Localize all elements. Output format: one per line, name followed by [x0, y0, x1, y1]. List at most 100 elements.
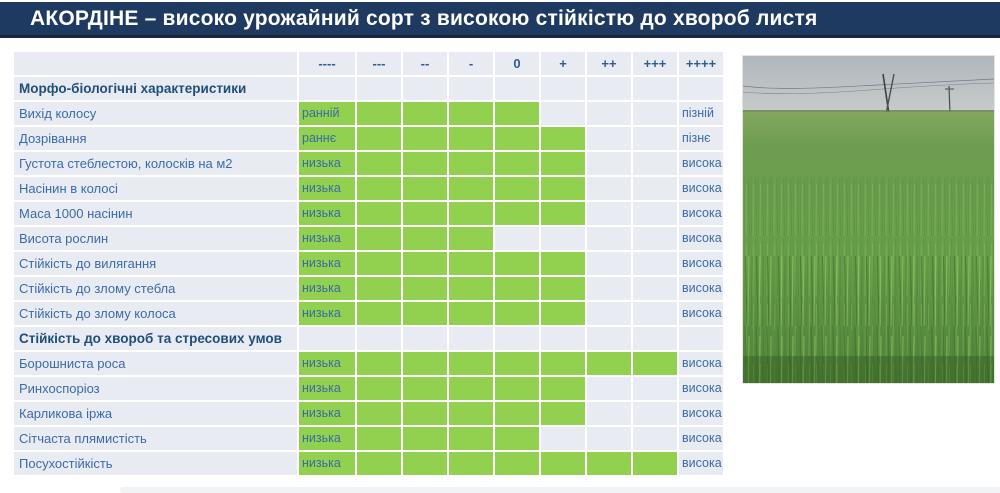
rating-cell [633, 102, 677, 125]
slide-title-bar: АКОРДІНЕ – високо урожайний сорт з висок… [0, 2, 1000, 38]
rating-cell [449, 452, 493, 475]
rating-cell [403, 302, 447, 325]
green-field-photo [742, 55, 995, 384]
rating-cell [495, 377, 539, 400]
section-empty-cell [449, 77, 493, 100]
section-empty-cell [495, 77, 539, 100]
scale-header-cell: + [541, 52, 585, 75]
min-label-cell: низька [299, 352, 355, 375]
section-empty-cell [299, 327, 355, 350]
rating-cell [587, 177, 631, 200]
row-label: Карликова іржа [14, 402, 297, 425]
section-empty-cell [495, 327, 539, 350]
rating-cell [633, 202, 677, 225]
max-label-cell: пізній [679, 102, 723, 125]
max-label-cell: висока [679, 402, 723, 425]
section-empty-cell [679, 77, 723, 100]
rating-cell [449, 152, 493, 175]
rating-cell [357, 127, 401, 150]
rating-cell [403, 252, 447, 275]
rating-cell [633, 352, 677, 375]
max-label-cell: пізнє [679, 127, 723, 150]
scale-header-cell: 0 [495, 52, 539, 75]
section-header: Морфо-біологічні характеристики [14, 77, 297, 100]
rating-cell [587, 227, 631, 250]
rating-cell [541, 277, 585, 300]
rating-cell [587, 402, 631, 425]
rating-cell [403, 127, 447, 150]
rating-cell [495, 202, 539, 225]
scale-header-cell: --- [357, 52, 401, 75]
photo-field-shadow-bottom [743, 356, 994, 383]
scale-header-cell: ++++ [679, 52, 723, 75]
section-header: Стійкість до хвороб та стресових умов [14, 327, 297, 350]
rating-cell [495, 427, 539, 450]
rating-cell [587, 102, 631, 125]
max-label-cell: висока [679, 152, 723, 175]
rating-cell [541, 252, 585, 275]
section-empty-cell [403, 77, 447, 100]
rating-cell [587, 127, 631, 150]
rating-cell [495, 102, 539, 125]
rating-cell [495, 127, 539, 150]
min-label-cell: низька [299, 152, 355, 175]
rating-cell [495, 177, 539, 200]
rating-cell [541, 452, 585, 475]
section-empty-cell [357, 77, 401, 100]
min-label-cell: низька [299, 427, 355, 450]
rating-cell [403, 352, 447, 375]
rating-cell [357, 352, 401, 375]
rating-cell [633, 277, 677, 300]
max-label-cell: висока [679, 277, 723, 300]
rating-cell [403, 177, 447, 200]
rating-cell [403, 102, 447, 125]
min-label-cell: низька [299, 377, 355, 400]
max-label-cell: висока [679, 177, 723, 200]
rating-cell [587, 277, 631, 300]
scale-header-cell: ++ [587, 52, 631, 75]
rating-cell [587, 302, 631, 325]
rating-cell [449, 402, 493, 425]
min-label-cell: низька [299, 252, 355, 275]
rating-cell [357, 402, 401, 425]
rating-cell [587, 452, 631, 475]
rating-cell [357, 427, 401, 450]
rating-cell [449, 202, 493, 225]
photo-sky [743, 56, 994, 112]
rating-cell [357, 202, 401, 225]
row-label: Сітчаста плямистість [14, 427, 297, 450]
rating-cell [449, 177, 493, 200]
section-empty-cell [541, 77, 585, 100]
rating-cell [495, 277, 539, 300]
photo-power-wires [743, 78, 994, 89]
rating-cell [541, 427, 585, 450]
max-label-cell: висока [679, 427, 723, 450]
rating-cell [449, 277, 493, 300]
rating-cell [357, 302, 401, 325]
rating-cell [541, 202, 585, 225]
slide-title: АКОРДІНЕ – високо урожайний сорт з висок… [30, 6, 818, 30]
rating-cell [449, 352, 493, 375]
rating-cell [495, 452, 539, 475]
min-label-cell: ранній [299, 102, 355, 125]
rating-cell [633, 402, 677, 425]
max-label-cell: висока [679, 202, 723, 225]
rating-cell [633, 302, 677, 325]
rating-cell [449, 102, 493, 125]
rating-cell [633, 377, 677, 400]
section-empty-cell [449, 327, 493, 350]
row-label: Стійкість до злому стебла [14, 277, 297, 300]
section-empty-cell [633, 327, 677, 350]
rating-cell [403, 277, 447, 300]
scale-header-cell: -- [403, 52, 447, 75]
row-label: Дозрівання [14, 127, 297, 150]
rating-cell [357, 152, 401, 175]
rating-cell [633, 177, 677, 200]
rating-cell [495, 402, 539, 425]
section-empty-cell [633, 77, 677, 100]
rating-cell [357, 277, 401, 300]
min-label-cell: низька [299, 277, 355, 300]
rating-cell [449, 302, 493, 325]
rating-cell [587, 352, 631, 375]
rating-cell [633, 227, 677, 250]
